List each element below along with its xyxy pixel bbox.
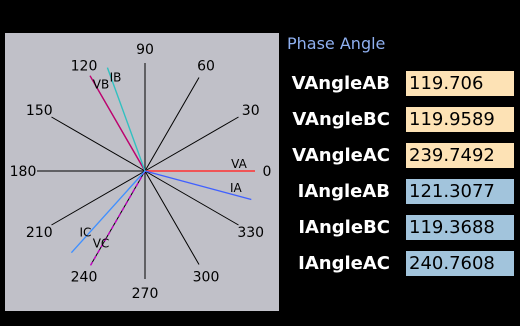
phasor-label: VA (231, 157, 247, 171)
degree-spoke-60 (144, 77, 200, 172)
phasor-vc (89, 170, 146, 267)
degree-spoke-330 (144, 170, 239, 226)
row-value: 239.7492 (406, 143, 514, 168)
degree-label: 60 (197, 58, 215, 74)
phasor-vb (89, 75, 146, 172)
degree-label: 300 (193, 270, 220, 286)
phasor-ib (106, 67, 146, 172)
phasor-ia (144, 170, 252, 201)
degree-label: 270 (132, 286, 159, 302)
degree-label: 210 (26, 225, 53, 241)
row-iangle-bc: IAngleBC 119.3688 (284, 214, 514, 241)
row-value: 119.706 (406, 71, 514, 96)
row-value: 119.3688 (406, 215, 514, 240)
degree-label: 30 (242, 103, 260, 119)
row-value: 240.7608 (406, 251, 514, 276)
row-label: IAngleAB (297, 181, 390, 202)
phasor-diagram: 0 30 60 90 120 150 180 210 240 270 300 330 VA VB VC IA I… (10, 42, 272, 302)
row-label: IAngleBC (298, 217, 390, 238)
row-iangle-ac: IAngleAC 240.7608 (284, 250, 514, 277)
phasor-label: VC (93, 237, 110, 251)
phasor-label: IC (79, 225, 91, 239)
row-value: 119.9589 (406, 107, 514, 132)
row-label: VAngleAB (291, 73, 390, 94)
phasor-ic (70, 170, 146, 254)
row-value: 121.3077 (406, 179, 514, 204)
row-label: VAngleBC (292, 109, 390, 130)
degree-label: 120 (71, 58, 98, 74)
degree-label: 240 (71, 270, 98, 286)
degree-label: 90 (136, 42, 154, 58)
row-label: IAngleAC (298, 253, 390, 274)
phasor-label: VB (93, 77, 109, 91)
phasor-label: IB (110, 71, 122, 85)
degree-spoke-150 (51, 116, 146, 172)
phasor-label: IA (230, 181, 243, 195)
row-vangle-ab: VAngleAB 119.706 (284, 70, 514, 97)
panel-title: Phase Angle (287, 34, 386, 53)
degree-label: 330 (237, 225, 264, 241)
degree-spoke-300 (144, 170, 200, 265)
row-iangle-ab: IAngleAB 121.3077 (284, 178, 514, 205)
degree-label: 180 (10, 164, 37, 180)
degree-label: 0 (263, 164, 272, 180)
row-label: VAngleAC (292, 145, 390, 166)
phase-diagram-panel: 0 30 60 90 120 150 180 210 240 270 300 330 VA VB VC IA I… (5, 33, 279, 311)
row-vangle-ac: VAngleAC 239.7492 (284, 142, 514, 169)
degree-label: 150 (26, 103, 53, 119)
row-vangle-bc: VAngleBC 119.9589 (284, 106, 514, 133)
degree-spoke-30 (144, 116, 239, 172)
degree-spoke-210 (51, 170, 146, 226)
